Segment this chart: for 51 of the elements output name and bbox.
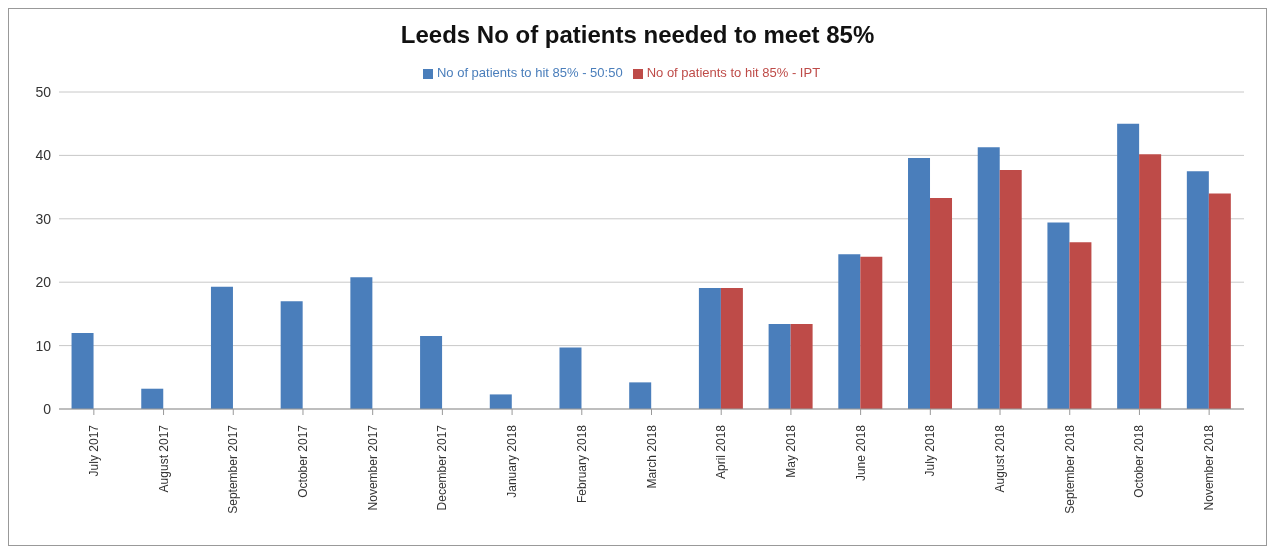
x-tick-label: August 2017 <box>156 424 171 493</box>
bar <box>930 197 953 409</box>
bar <box>1069 242 1092 409</box>
bar <box>629 382 652 409</box>
bar <box>908 157 931 409</box>
legend-label: No of patients to hit 85% - 50:50 <box>436 65 623 80</box>
y-tick-label: 10 <box>35 337 52 354</box>
legend-label: No of patients to hit 85% - IPT <box>646 65 821 80</box>
y-tick-label: 40 <box>35 147 52 164</box>
y-tick-label: 20 <box>35 274 52 291</box>
bar <box>768 324 791 409</box>
bar <box>210 286 233 409</box>
bar <box>1047 222 1070 409</box>
x-tick-label: March 2018 <box>644 424 659 489</box>
bar <box>141 388 164 409</box>
y-tick-label: 0 <box>43 400 52 417</box>
x-tick-label: July 2017 <box>86 424 101 477</box>
bar <box>1117 123 1140 409</box>
x-tick-label: April 2018 <box>714 424 729 480</box>
bar <box>838 254 861 409</box>
bar <box>1186 171 1209 409</box>
bar <box>350 277 373 409</box>
bar <box>698 287 721 409</box>
bar <box>1208 193 1231 409</box>
bar <box>280 301 303 409</box>
x-tick-label: June 2018 <box>853 424 868 482</box>
bar <box>860 256 883 409</box>
bar <box>420 336 443 409</box>
bar <box>999 169 1022 409</box>
x-tick-label: August 2018 <box>993 424 1008 493</box>
x-tick-label: September 2017 <box>226 424 241 514</box>
x-tick-label: February 2018 <box>574 424 589 504</box>
x-tick-label: November 2017 <box>365 424 380 511</box>
y-tick-label: 50 <box>35 83 52 100</box>
bar <box>1139 154 1162 409</box>
bar <box>790 324 813 409</box>
x-tick-label: September 2018 <box>1062 424 1077 514</box>
y-tick-label: 30 <box>35 210 52 227</box>
x-tick-label: July 2018 <box>923 424 938 477</box>
chart-title: Leeds No of patients needed to meet 85% <box>399 20 876 50</box>
x-tick-label: May 2018 <box>783 424 798 478</box>
bar <box>720 287 743 409</box>
bar <box>559 347 582 409</box>
x-tick-label: January 2018 <box>505 424 520 498</box>
x-tick-label: October 2018 <box>1132 424 1147 498</box>
bar <box>489 394 512 409</box>
x-tick-label: December 2017 <box>435 424 450 511</box>
x-tick-label: October 2017 <box>295 424 310 498</box>
x-tick-label: November 2018 <box>1202 424 1217 511</box>
bar <box>71 332 94 409</box>
bar <box>977 147 1000 409</box>
